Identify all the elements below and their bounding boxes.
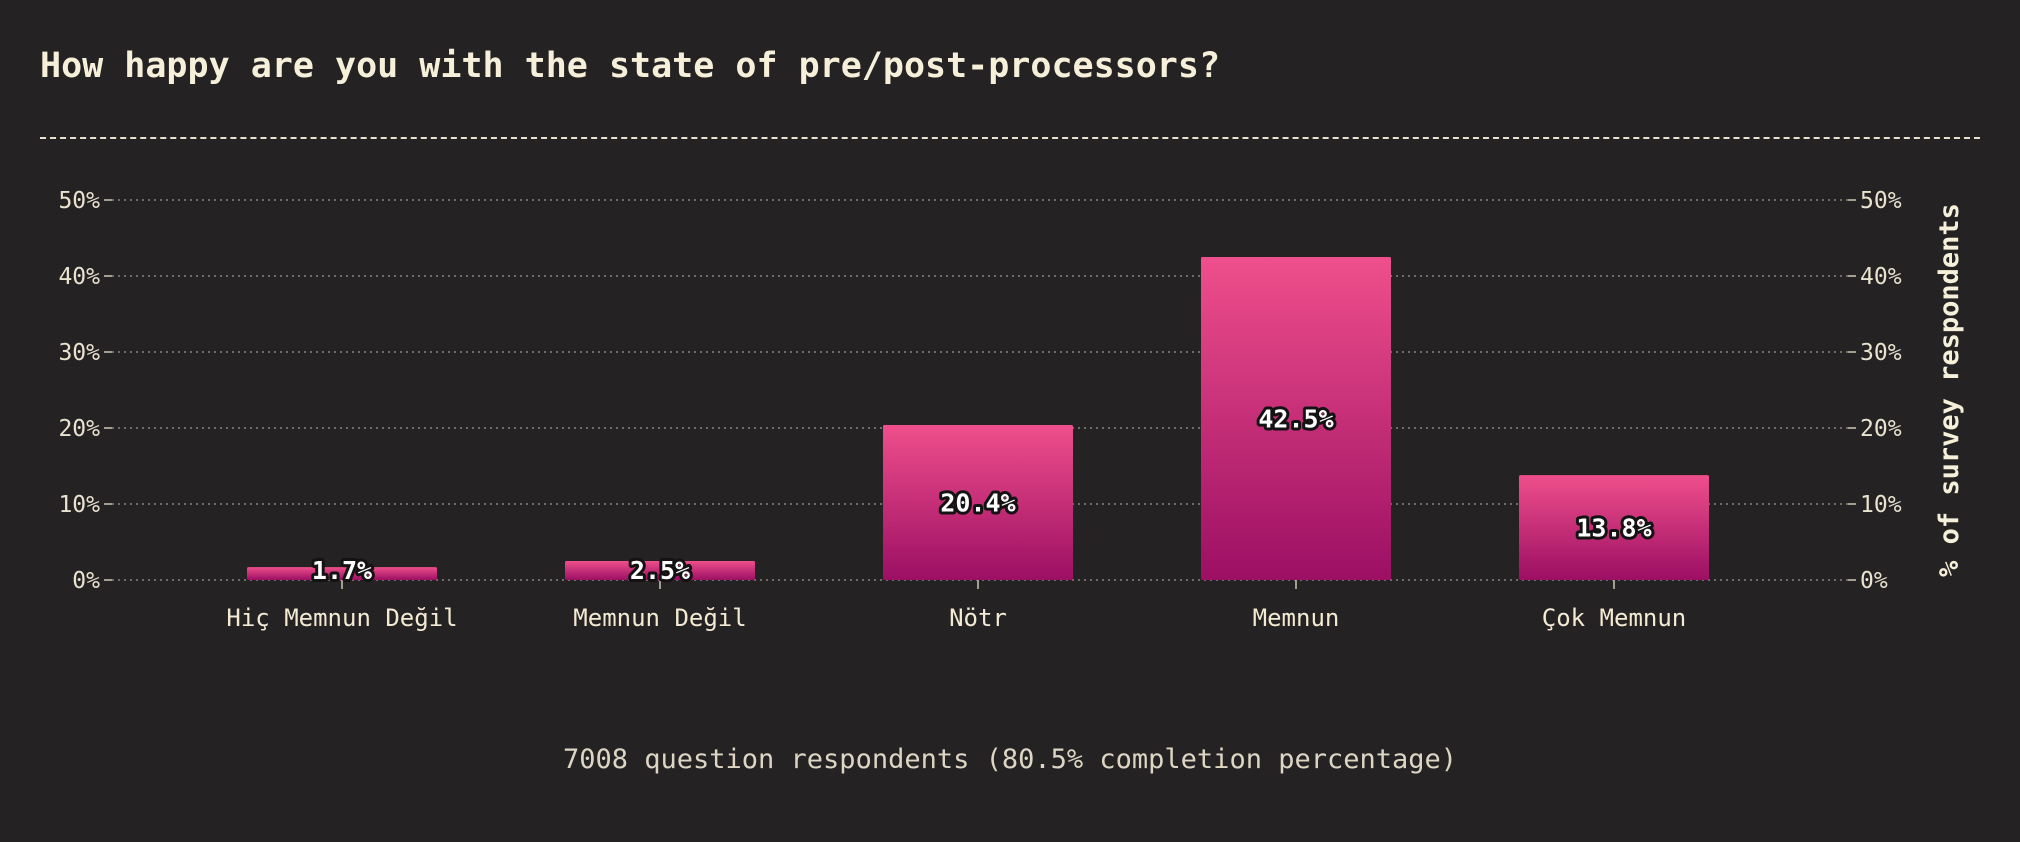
data-label: 1.7%: [312, 556, 372, 585]
left-tick-label: 0%: [72, 568, 100, 594]
data-label: 42.5%: [1258, 405, 1333, 434]
respondents-footer: 7008 question respondents (80.5% complet…: [562, 744, 1458, 775]
left-tick-label: 30%: [58, 340, 100, 366]
right-tick-label: 40%: [1860, 264, 1902, 290]
left-tick-label: 10%: [58, 492, 100, 518]
y-axis-label: % of survey respondents: [1934, 203, 1965, 577]
title-divider: [40, 137, 1980, 139]
bar: [1519, 475, 1709, 580]
right-y-axis: 0% 10% 20% 30% 40% 50%: [1848, 188, 1902, 594]
value-labels: 1.7% 2.5% 20.4% 42.5% 13.8%: [309, 402, 1655, 589]
bars: [247, 257, 1709, 580]
left-tick-label: 40%: [58, 264, 100, 290]
left-y-axis: 0% 10% 20% 30% 40% 50%: [58, 188, 112, 594]
category-label: Memnun Değil: [573, 604, 746, 632]
data-label: 20.4%: [940, 488, 1015, 517]
right-tick-label: 0%: [1860, 568, 1888, 594]
chart-title: How happy are you with the state of pre/…: [40, 46, 1221, 86]
right-tick-label: 50%: [1860, 188, 1902, 214]
data-label: 2.5%: [630, 556, 690, 585]
left-tick-label: 50%: [58, 188, 100, 214]
category-label: Memnun: [1253, 604, 1340, 632]
right-tick-label: 20%: [1860, 416, 1902, 442]
bar: [1201, 257, 1391, 580]
bar: [247, 567, 437, 580]
bar: [883, 424, 1073, 580]
category-label: Nötr: [949, 604, 1007, 632]
left-tick-label: 20%: [58, 416, 100, 442]
bar: [565, 561, 755, 580]
right-tick-label: 10%: [1860, 492, 1902, 518]
right-tick-label: 30%: [1860, 340, 1902, 366]
category-label: Çok Memnun: [1542, 604, 1687, 632]
data-label: 13.8%: [1576, 514, 1651, 543]
category-label: Hiç Memnun Değil: [226, 604, 457, 632]
category-labels: Hiç Memnun Değil Memnun Değil Nötr Memnun Ço…: [226, 580, 1686, 632]
